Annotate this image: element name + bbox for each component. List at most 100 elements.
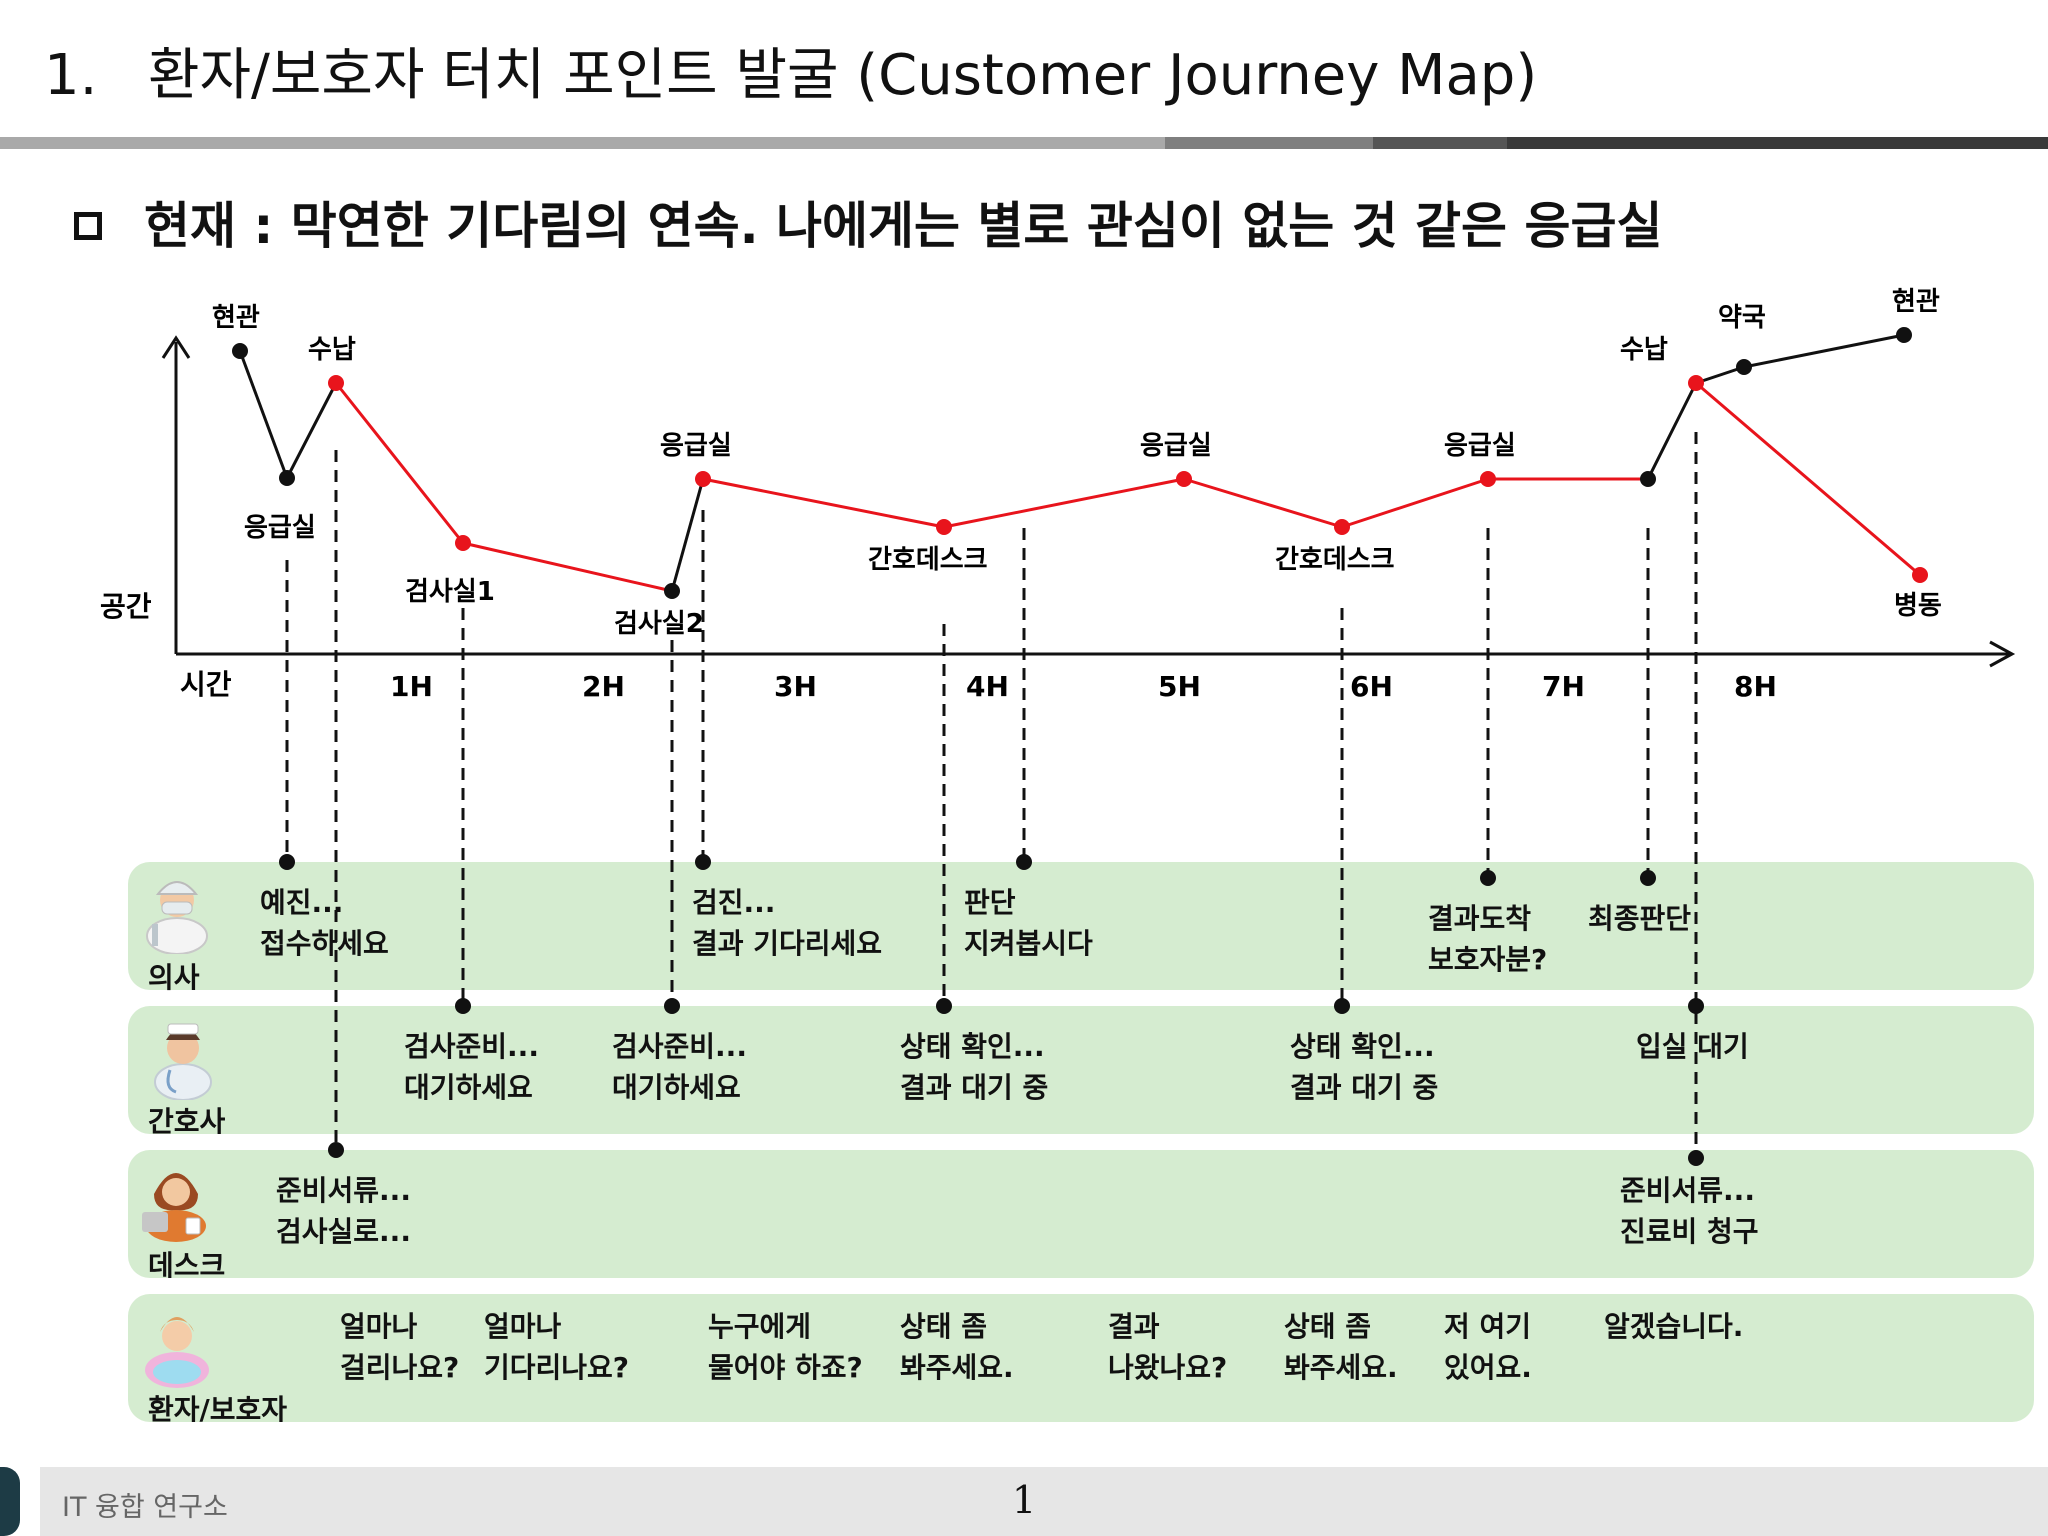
hour-tick-label: 3H [774,670,817,703]
point-label: 약국 [1718,303,1766,333]
hour-tick-label: 4H [966,670,1009,703]
journey-point [1736,359,1752,375]
journey-point [664,583,680,599]
lane-desk [128,1150,2034,1278]
point-label: 수납 [308,335,356,365]
journey-path [238,333,1921,593]
point-label: 응급실 [1444,431,1516,461]
nurse-note: 입실 대기 [1636,1030,1749,1063]
path-segment [670,478,705,592]
title-text: 환자/보호자 터치 포인트 발굴 (Customer Journey Map) [148,43,1538,108]
lane-anchor-point [936,998,952,1014]
lane-anchor-point [279,854,295,870]
doctor-note: 예진... 접수하세요 [260,886,389,960]
patient-note: 결과 나왔나요? [1108,1310,1228,1384]
checkbox-bullet-icon [74,212,102,240]
patient-avatar-icon [145,1317,209,1388]
path-segment [702,477,945,529]
lane-anchor-point [1640,870,1656,886]
page-number: 1 [1012,1478,1037,1522]
nurse-note: 검사준비... 대기하세요 [404,1030,539,1104]
lane-anchor-point [1688,998,1704,1014]
hour-tick-label: 7H [1542,670,1585,703]
hour-tick-label: 8H [1734,670,1777,703]
doctor-note: 결과도착 보호자분? [1428,902,1548,976]
desk-avatar-icon [142,1173,206,1242]
path-segment [1695,381,1921,577]
patient-note: 상태 좀 봐주세요. [1284,1310,1398,1384]
path-segment [1646,382,1698,480]
nurse-avatar-icon [154,1023,212,1100]
path-segment [462,541,673,593]
point-label: 검사실1 [405,577,495,607]
point-label: 응급실 [244,513,316,543]
y-axis-arrow-icon [161,335,191,359]
hour-tick-label: 1H [390,670,433,703]
lane-anchor-point [664,998,680,1014]
y-axis-label: 공간 [100,590,152,623]
journey-point [1176,471,1192,487]
doctor-avatar-icon [146,881,208,954]
section-number: 1. [44,43,98,108]
point-label: 응급실 [660,431,732,461]
journey-point [1334,519,1350,535]
point-label: 응급실 [1140,431,1212,461]
lane-patient [128,1294,2034,1422]
nurse-note: 상태 확인... 결과 대기 중 [900,1030,1049,1104]
lane-anchor-point [1016,854,1032,870]
lane-doctor [128,862,2034,990]
nurse-note: 검사준비... 대기하세요 [612,1030,747,1104]
path-segment [943,477,1185,529]
journey-point [1640,471,1656,487]
lane-anchor-point [1334,998,1350,1014]
journey-point [1688,375,1704,391]
doctor-note: 최종판단 [1588,902,1692,935]
journey-point [695,471,711,487]
patient-note: 얼마나 걸리나요? [340,1310,460,1384]
point-label: 현관 [1892,287,1940,317]
lane-anchor-point [1480,870,1496,886]
journey-point [1480,471,1496,487]
subtitle-text: 현재 : 막연한 기다림의 연속. 나에게는 별로 관심이 없는 것 같은 응급… [144,197,1663,255]
lane-anchor-point [695,854,711,870]
patient-note: 얼마나 기다리나요? [484,1310,630,1384]
lane-anchor-point [328,1142,344,1158]
journey-point [232,343,248,359]
lane-label-patient: 환자/보호자 [148,1393,288,1426]
page-title: 1. 환자/보호자 터치 포인트 발굴 (Customer Journey Map… [44,30,1537,111]
journey-point [328,375,344,391]
nurse-note: 상태 확인... 결과 대기 중 [1290,1030,1439,1104]
hour-tick-label: 2H [582,670,625,703]
path-segment [1695,365,1745,385]
journey-point [1912,567,1928,583]
desk-note: 준비서류... 진료비 청구 [1620,1174,1759,1248]
footer-tab [0,1467,20,1536]
lane-anchor-point [1688,1150,1704,1166]
lane-anchor-point [455,998,471,1014]
point-labels: 현관 응급실 수납 검사실1 검사실2 응급실 간호데스크 응급실 간호데스크 … [212,287,1942,639]
footer-bar [40,1467,2048,1536]
point-label: 병동 [1894,591,1942,621]
patient-note: 상태 좀 봐주세요. [900,1310,1014,1384]
path-segment [1341,477,1489,529]
path-segment [1743,333,1905,369]
point-label: 현관 [212,303,260,333]
doctor-note: 판단 지켜봅시다 [964,886,1093,960]
lane-label-nurse: 간호사 [148,1105,226,1138]
journey-point [279,470,295,486]
journey-point [455,535,471,551]
point-label: 검사실2 [614,609,704,639]
hour-tick-label: 5H [1158,670,1201,703]
footer-org: IT 융합 연구소 [62,1492,228,1523]
path-segment [1183,477,1343,529]
connectors [285,432,1698,1158]
path-segment [334,382,465,544]
journey-point [936,519,952,535]
header-rule [0,137,2048,149]
lane-label-desk: 데스크 [148,1249,226,1282]
axes: 공간 시간 1H 2H 3H 4H 5H 6H 7H 8H [100,335,2016,703]
x-axis-arrow-icon [1989,640,2016,668]
patient-note: 누구에게 물어야 하죠? [708,1310,863,1384]
point-label: 간호데스크 [868,545,988,575]
patient-note: 알겠습니다. [1604,1310,1744,1343]
